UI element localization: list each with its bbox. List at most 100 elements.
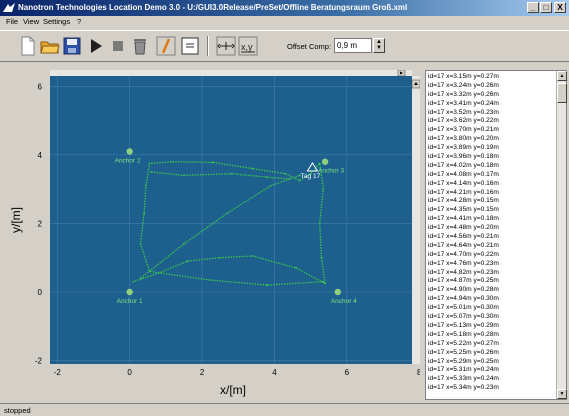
x-tick-label: 8	[417, 368, 420, 377]
scroll-thumb[interactable]	[557, 83, 567, 103]
log-line: id=17 x=4.64m y=0.21m	[428, 241, 499, 249]
log-line: id=17 x=3.96m y=0.18m	[428, 153, 499, 161]
track-path-point	[322, 280, 325, 283]
y-tick-label: 2	[38, 219, 43, 228]
track-path-point	[139, 243, 142, 245]
track-path-point	[132, 280, 135, 283]
log-line: id=17 x=4.08m y=0.17m	[428, 170, 499, 178]
location-plot[interactable]: Anchor 1 Anchor 2 Anchor 3 Anchor 4 Tag 17 -…	[6, 70, 420, 400]
anchor-marker[interactable]	[334, 288, 341, 296]
offset-comp-label: Offset Comp:	[287, 42, 332, 51]
log-line: id=17 x=4.76m y=0.23m	[428, 259, 499, 267]
track-path-point	[212, 161, 214, 164]
menu-file[interactable]: File	[6, 17, 19, 26]
track-path-point	[318, 222, 321, 225]
log-scrollbar[interactable]: ▲ ▼	[556, 71, 567, 399]
track-path-point	[324, 282, 327, 285]
status-bar: stopped	[0, 403, 569, 416]
track-path-upper-point	[183, 174, 185, 177]
menu-help[interactable]: ?	[77, 17, 82, 26]
status-text: stopped	[4, 406, 31, 415]
log-line: id=17 x=4.21m y=0.16m	[428, 188, 499, 196]
log-line: id=17 x=4.56m y=0.21m	[428, 233, 499, 241]
y-tick-label: -2	[35, 357, 43, 366]
track-path-diagonal-point	[226, 212, 229, 215]
position-log[interactable]: id=17 x=3.15m y=0.27m id=17 x=3.24m y=0.2…	[425, 70, 567, 400]
offset-comp-input[interactable]	[334, 38, 372, 53]
plot-hscroll[interactable]	[50, 70, 412, 77]
maximize-button[interactable]: □	[540, 2, 552, 13]
anchor-marker[interactable]	[126, 148, 133, 155]
log-line: id=17 x=3.52m y=0.23m	[428, 108, 499, 116]
zoom-axis-icon[interactable]	[216, 36, 236, 56]
scroll-down-arrow-icon[interactable]: ▼	[557, 389, 567, 399]
track-path-point	[145, 184, 147, 187]
log-line: id=17 x=4.28m y=0.15m	[428, 197, 499, 205]
log-line: id=17 x=4.82m y=0.23m	[428, 268, 499, 276]
log-line: id=17 x=3.70m y=0.21m	[428, 126, 499, 134]
track-path-upper	[151, 171, 289, 180]
log-line: id=17 x=3.15m y=0.27m	[428, 73, 499, 80]
menu-settings[interactable]: Settings	[43, 17, 71, 26]
log-list: id=17 x=3.15m y=0.27m id=17 x=3.24m y=0.2…	[428, 73, 556, 397]
list-icon[interactable]	[180, 36, 200, 56]
toolbar: x,y Offset Comp: ▲▼	[0, 30, 569, 62]
track-path-point	[320, 256, 323, 259]
window-title: Nanotron Technologies Location Demo 3.0 …	[18, 3, 408, 12]
play-icon[interactable]	[86, 36, 106, 56]
anchor-marker[interactable]	[321, 158, 329, 165]
stop-icon[interactable]	[108, 36, 128, 56]
x-tick-label: 6	[345, 368, 350, 377]
save-icon[interactable]	[62, 36, 82, 56]
log-line: id=17 x=5.25m y=0.26m	[428, 348, 499, 356]
track-path-point	[208, 279, 211, 281]
trash-icon[interactable]	[130, 36, 150, 56]
pencil-icon[interactable]	[156, 36, 176, 56]
track-path-upper-point	[266, 176, 269, 179]
menu-view[interactable]: View	[23, 17, 40, 26]
xy-scale-icon[interactable]: x,y	[238, 36, 258, 56]
track-path-point	[186, 260, 189, 263]
anchor-marker[interactable]	[126, 288, 133, 296]
open-folder-icon[interactable]	[40, 36, 60, 56]
plot-canvas[interactable]: Anchor 1 Anchor 2 Anchor 3 Anchor 4 Tag 17 -…	[6, 70, 420, 400]
plot-background	[50, 76, 412, 364]
minimize-button[interactable]: _	[527, 2, 539, 13]
tag-label: Tag 17	[301, 173, 321, 180]
log-line: id=17 x=4.70m y=0.22m	[428, 250, 499, 258]
log-line: id=17 x=5.34m y=0.23m	[428, 384, 499, 392]
track-path-point	[148, 162, 151, 165]
log-line: id=17 x=4.14m y=0.16m	[428, 179, 499, 187]
tag-marker[interactable]	[306, 162, 319, 172]
log-line: id=17 x=4.48m y=0.20m	[428, 224, 499, 232]
menu-bar: File View Settings ?	[0, 16, 569, 28]
log-line: id=17 x=5.13m y=0.29m	[428, 321, 499, 329]
log-line: id=17 x=3.24m y=0.26m	[428, 81, 499, 89]
x-axis-label: x/[m]	[220, 383, 246, 397]
track-path-point	[251, 255, 254, 257]
track-path-upper-point	[288, 177, 290, 180]
track-path-diagonal-point	[269, 184, 272, 187]
log-line: id=17 x=4.41m y=0.18m	[428, 215, 499, 223]
offset-comp-spinner[interactable]: ▲ ▼	[373, 38, 385, 53]
track-path-point	[172, 160, 174, 163]
plot-vscroll[interactable]	[411, 76, 420, 364]
close-button[interactable]: X	[554, 2, 566, 13]
track-path-point	[309, 172, 312, 175]
track-path-diagonal-point	[139, 277, 142, 280]
track-path-point	[266, 284, 269, 287]
scroll-up-arrow-icon[interactable]: ▲	[557, 71, 567, 81]
new-document-icon[interactable]	[18, 36, 38, 56]
y-tick-label: 6	[38, 82, 43, 91]
x-tick-label: 2	[200, 368, 205, 377]
track-path-point	[219, 256, 222, 259]
log-line: id=17 x=3.41m y=0.24m	[428, 99, 499, 107]
track-path-point	[143, 212, 146, 215]
track-path-point	[298, 179, 301, 182]
track-path-point	[318, 162, 321, 165]
log-line: id=17 x=5.33m y=0.24m	[428, 375, 499, 383]
log-line: id=17 x=4.90m y=0.28m	[428, 286, 499, 294]
x-tick-label: 0	[127, 368, 132, 377]
log-line: id=17 x=5.01m y=0.30m	[428, 304, 499, 312]
y-tick-label: 0	[38, 288, 43, 297]
